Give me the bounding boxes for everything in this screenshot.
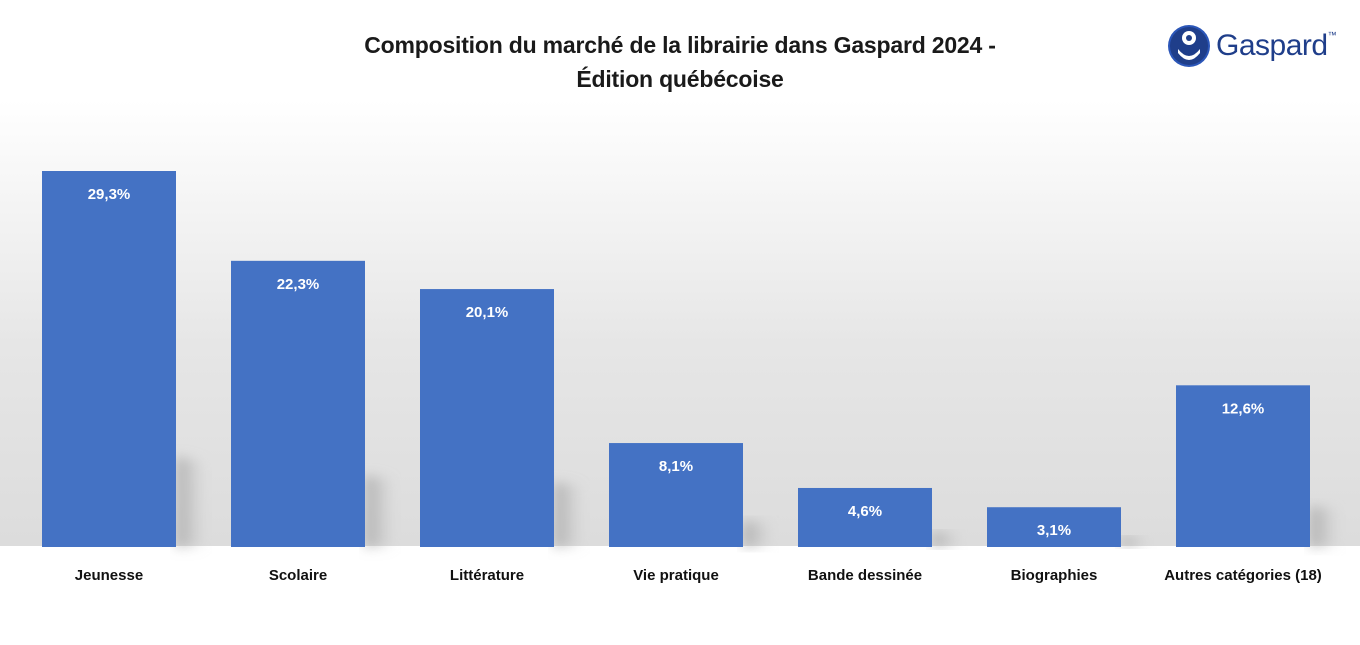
category-label-3: Vie pratique [633, 567, 719, 584]
chart-title-line2: Édition québécoise [576, 66, 784, 92]
bar-shadow [365, 475, 395, 547]
bar-4 [798, 487, 932, 547]
bar-shadow [554, 482, 584, 547]
data-label-2: 20,1% [466, 304, 509, 321]
logo-text: Gaspard [1216, 29, 1328, 62]
category-label-5: Biographies [1011, 567, 1098, 584]
data-label-3: 8,1% [659, 458, 693, 475]
bar-shadow [1121, 537, 1151, 547]
logo-trademark: ™ [1327, 30, 1337, 40]
data-label-5: 3,1% [1037, 522, 1071, 539]
category-label-2: Littérature [450, 567, 524, 584]
bar-5 [987, 507, 1121, 547]
category-label-1: Scolaire [269, 567, 327, 584]
gaspard-logo: Gaspard ™ [1166, 22, 1341, 70]
bar-shadow [176, 457, 206, 547]
category-label-0: Jeunesse [75, 567, 143, 584]
bar-6 [1176, 385, 1310, 547]
bar-0 [42, 171, 176, 547]
bar-shadow [743, 521, 773, 547]
chart-title: Composition du marché de la librairie da… [240, 28, 1120, 96]
bar-shadow [932, 532, 962, 547]
category-label-6: Autres catégories (18) [1164, 567, 1322, 584]
bar-3 [609, 443, 743, 547]
gaspard-logo-icon [1168, 25, 1210, 67]
bar-shadow [1310, 506, 1340, 547]
data-label-4: 4,6% [848, 503, 882, 520]
chart-title-line1: Composition du marché de la librairie da… [364, 32, 996, 58]
bar-2 [420, 289, 554, 547]
data-label-1: 22,3% [277, 276, 320, 293]
category-label-4: Bande dessinée [808, 567, 922, 584]
bar-1 [231, 260, 365, 547]
data-label-0: 29,3% [88, 186, 131, 203]
data-label-6: 12,6% [1222, 400, 1265, 417]
